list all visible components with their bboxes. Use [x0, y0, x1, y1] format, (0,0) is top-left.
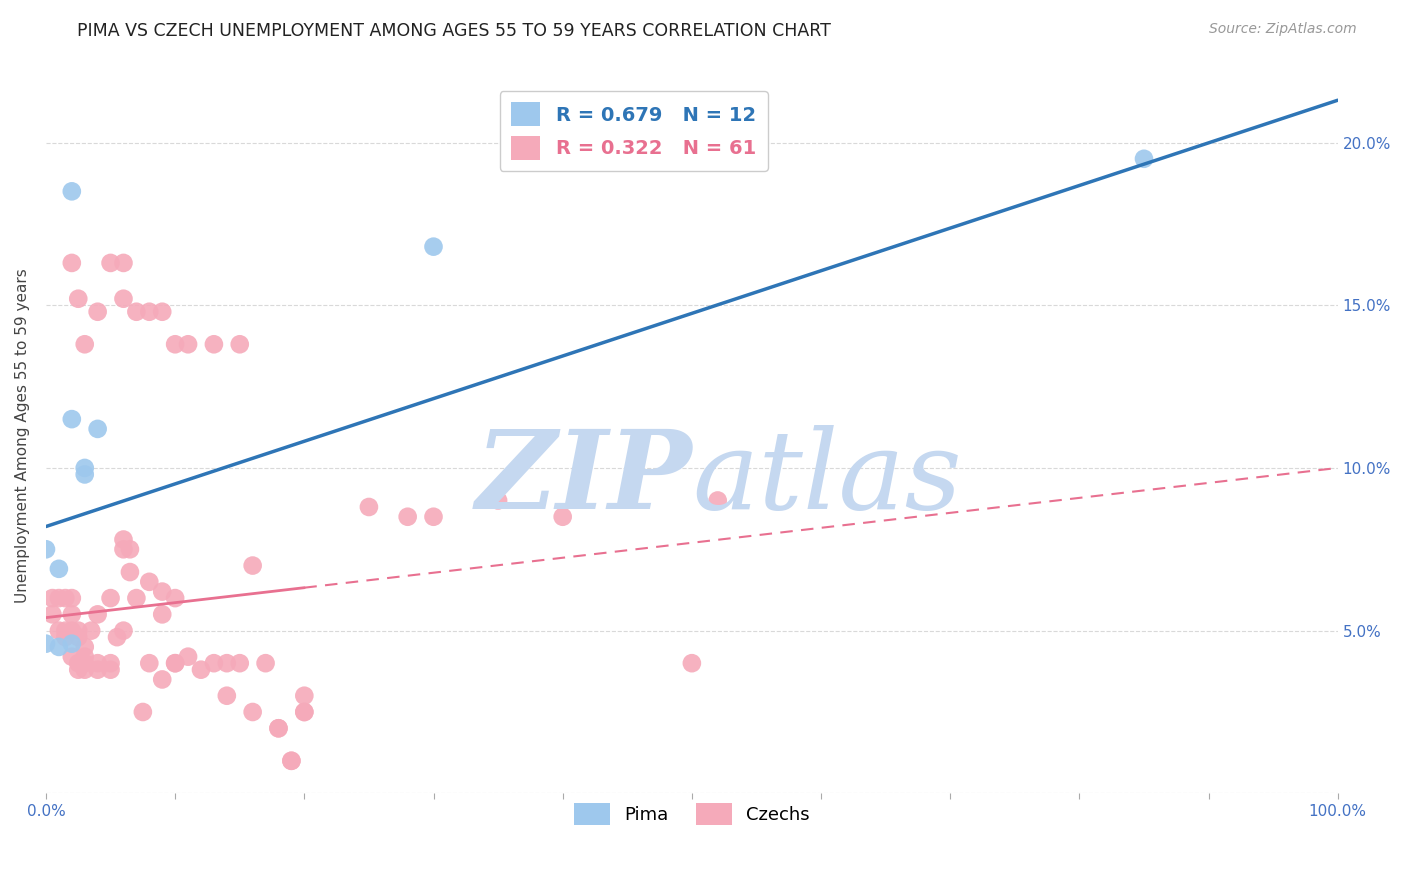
Point [60, 624, 83, 638]
Point [48, 591, 70, 606]
Point [67, 292, 90, 306]
Point [138, 304, 160, 318]
Point [202, 337, 225, 351]
Point [112, 292, 135, 306]
Point [41, 607, 63, 622]
Point [100, 591, 122, 606]
Point [60, 637, 83, 651]
Point [35, 542, 58, 557]
Point [422, 509, 444, 524]
Point [202, 656, 225, 670]
Point [118, 565, 141, 579]
Point [177, 337, 200, 351]
Point [73, 656, 96, 670]
Point [105, 630, 128, 644]
Text: Source: ZipAtlas.com: Source: ZipAtlas.com [1209, 22, 1357, 37]
Point [150, 607, 173, 622]
Point [73, 640, 96, 654]
Point [267, 721, 290, 735]
Point [267, 721, 290, 735]
Point [132, 705, 155, 719]
Point [118, 542, 141, 557]
Point [177, 649, 200, 664]
Point [60, 607, 83, 622]
Point [35, 637, 58, 651]
Point [67, 630, 90, 644]
Text: ZIP: ZIP [475, 425, 692, 533]
Point [112, 533, 135, 547]
Point [138, 574, 160, 589]
Text: PIMA VS CZECH UNEMPLOYMENT AMONG AGES 55 TO 59 YEARS CORRELATION CHART: PIMA VS CZECH UNEMPLOYMENT AMONG AGES 55… [77, 22, 831, 40]
Point [60, 412, 83, 426]
Point [396, 509, 419, 524]
Point [280, 754, 302, 768]
Point [190, 663, 212, 677]
Point [215, 656, 238, 670]
Point [53, 624, 76, 638]
Point [60, 591, 83, 606]
Point [215, 689, 238, 703]
Point [254, 656, 277, 670]
Point [165, 656, 187, 670]
Point [86, 607, 108, 622]
Point [60, 256, 83, 270]
Point [41, 591, 63, 606]
Point [48, 624, 70, 638]
Point [229, 337, 252, 351]
Point [150, 584, 173, 599]
Text: atlas: atlas [692, 425, 962, 533]
Point [292, 705, 315, 719]
Point [681, 656, 703, 670]
Point [48, 640, 70, 654]
Point [73, 663, 96, 677]
Point [86, 304, 108, 318]
Point [125, 591, 148, 606]
Point [112, 624, 135, 638]
Point [48, 562, 70, 576]
Point [73, 461, 96, 475]
Point [60, 185, 83, 199]
Point [112, 256, 135, 270]
Point [112, 542, 135, 557]
Point [150, 673, 173, 687]
Point [242, 705, 264, 719]
Y-axis label: Unemployment Among Ages 55 to 59 years: Unemployment Among Ages 55 to 59 years [15, 268, 30, 603]
Point [280, 754, 302, 768]
Point [73, 467, 96, 482]
Point [292, 705, 315, 719]
Point [1133, 152, 1156, 166]
Point [422, 240, 444, 254]
Point [73, 649, 96, 664]
Point [86, 422, 108, 436]
Point [100, 663, 122, 677]
Point [67, 624, 90, 638]
Point [86, 663, 108, 677]
Point [100, 656, 122, 670]
Point [486, 493, 509, 508]
Point [125, 304, 148, 318]
Legend: Pima, Czechs: Pima, Czechs [565, 795, 818, 834]
Point [165, 591, 187, 606]
Point [80, 624, 103, 638]
Point [53, 630, 76, 644]
Point [357, 500, 380, 514]
Point [67, 656, 90, 670]
Point [706, 493, 728, 508]
Point [138, 656, 160, 670]
Point [86, 656, 108, 670]
Point [165, 656, 187, 670]
Point [551, 509, 574, 524]
Point [292, 689, 315, 703]
Point [150, 304, 173, 318]
Point [73, 337, 96, 351]
Point [67, 663, 90, 677]
Point [60, 649, 83, 664]
Point [229, 656, 252, 670]
Point [53, 591, 76, 606]
Point [165, 337, 187, 351]
Point [242, 558, 264, 573]
Point [100, 256, 122, 270]
